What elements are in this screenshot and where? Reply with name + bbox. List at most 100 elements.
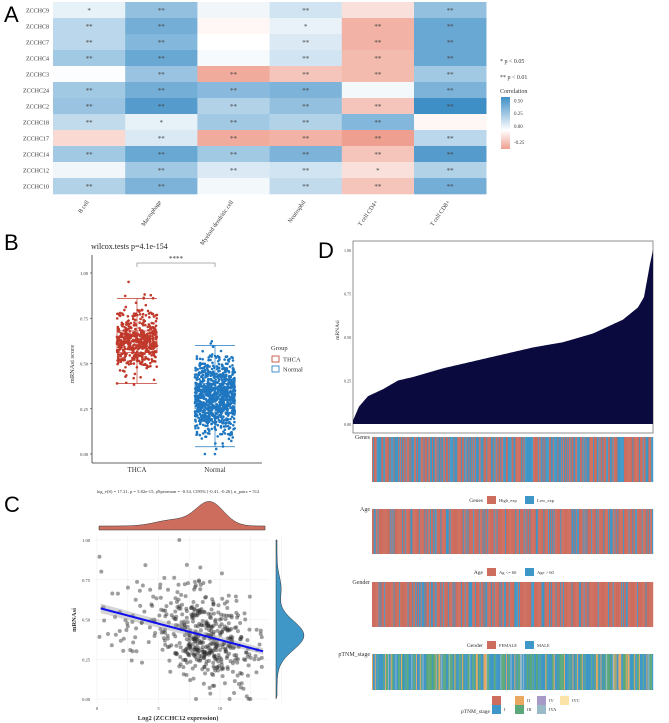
data-point	[178, 654, 183, 659]
data-point	[147, 625, 152, 630]
significance-mark: **	[86, 119, 94, 127]
track-stripe	[414, 437, 416, 482]
data-point	[201, 388, 204, 391]
data-point	[216, 387, 220, 391]
track-stripe	[552, 509, 554, 554]
track-stripe	[417, 582, 420, 627]
track-stripe	[468, 582, 470, 627]
track-stripe	[541, 509, 543, 554]
data-point	[216, 653, 221, 658]
heatmap-cell	[414, 50, 487, 67]
data-point	[218, 400, 221, 404]
data-point	[212, 683, 217, 688]
data-point	[222, 601, 227, 606]
data-point	[122, 358, 126, 362]
track-stripe	[628, 582, 630, 627]
data-point	[238, 685, 243, 690]
data-point	[184, 562, 189, 567]
track-stripe	[423, 582, 425, 627]
track-stripe	[573, 437, 575, 482]
track-stripe	[386, 437, 388, 482]
y-tick: 0.75	[80, 316, 89, 321]
track-stripe	[397, 509, 399, 554]
track-stripe	[410, 509, 412, 554]
data-point	[226, 593, 231, 598]
track-stripe	[645, 437, 647, 482]
track-stripe	[480, 582, 482, 627]
track-stripe	[490, 437, 492, 482]
track-stripe	[402, 654, 405, 690]
track-stripe	[375, 437, 377, 482]
data-point	[229, 637, 234, 642]
track-stripe	[469, 509, 471, 554]
track-stripe	[587, 582, 589, 627]
data-point	[231, 646, 236, 651]
data-point	[188, 678, 193, 683]
track-stripe	[391, 509, 393, 554]
track-stripe	[550, 654, 553, 690]
data-point	[193, 373, 197, 376]
track-stripe	[631, 437, 633, 482]
track-stripe	[513, 509, 515, 554]
legend-label: THCA	[283, 357, 301, 364]
track-stripe	[642, 582, 644, 627]
track-stripe	[425, 437, 427, 482]
data-point	[195, 391, 198, 395]
data-point	[248, 697, 253, 701]
colorbar	[501, 97, 510, 149]
track-stripe	[505, 582, 507, 627]
data-point	[218, 631, 223, 636]
data-point	[211, 361, 214, 365]
track-stripe	[461, 437, 464, 482]
significance-mark: **	[86, 87, 94, 95]
track-stripe	[442, 582, 444, 627]
data-point	[161, 629, 166, 634]
data-point	[132, 376, 135, 380]
data-point	[199, 375, 203, 379]
track-stripe	[534, 509, 536, 554]
track-stripe	[652, 654, 654, 690]
track-stripe	[426, 509, 428, 554]
track-stripe	[393, 437, 395, 482]
track-stripe	[526, 582, 528, 627]
data-point	[182, 619, 187, 624]
track-stripe	[505, 509, 507, 554]
track-stripe	[623, 582, 626, 627]
significance-mark: **	[374, 119, 382, 127]
data-point	[186, 642, 191, 647]
data-point	[235, 629, 240, 634]
track-stripe	[553, 654, 555, 690]
data-point	[224, 398, 227, 402]
track-stripe	[549, 654, 552, 690]
data-point	[198, 587, 203, 592]
data-point	[152, 617, 157, 622]
track-stripe	[377, 437, 379, 482]
data-point	[160, 647, 165, 652]
data-point	[166, 587, 171, 592]
track-stripe	[424, 654, 426, 690]
legend-label: IV	[549, 698, 554, 703]
track-stripe	[395, 654, 397, 690]
track-stripe	[589, 654, 591, 690]
data-point	[214, 644, 219, 649]
data-point	[206, 389, 210, 393]
track-stripe	[599, 582, 601, 627]
track-stripe	[455, 509, 457, 554]
data-point	[201, 432, 205, 435]
track-stripe	[582, 509, 584, 554]
track-stripe	[609, 437, 612, 482]
data-point	[223, 393, 226, 396]
track-stripe	[525, 509, 527, 554]
y-tick: 0.50	[344, 335, 351, 340]
track-stripe	[410, 437, 412, 482]
track-stripe	[601, 582, 603, 627]
significance-mark: **	[86, 151, 94, 159]
track-stripe	[623, 509, 625, 554]
track-stripe	[500, 582, 502, 627]
data-point	[211, 623, 216, 628]
track-stripe	[425, 582, 427, 627]
track-stripe	[596, 437, 598, 482]
data-point	[211, 632, 216, 637]
track-stripe	[378, 654, 380, 690]
